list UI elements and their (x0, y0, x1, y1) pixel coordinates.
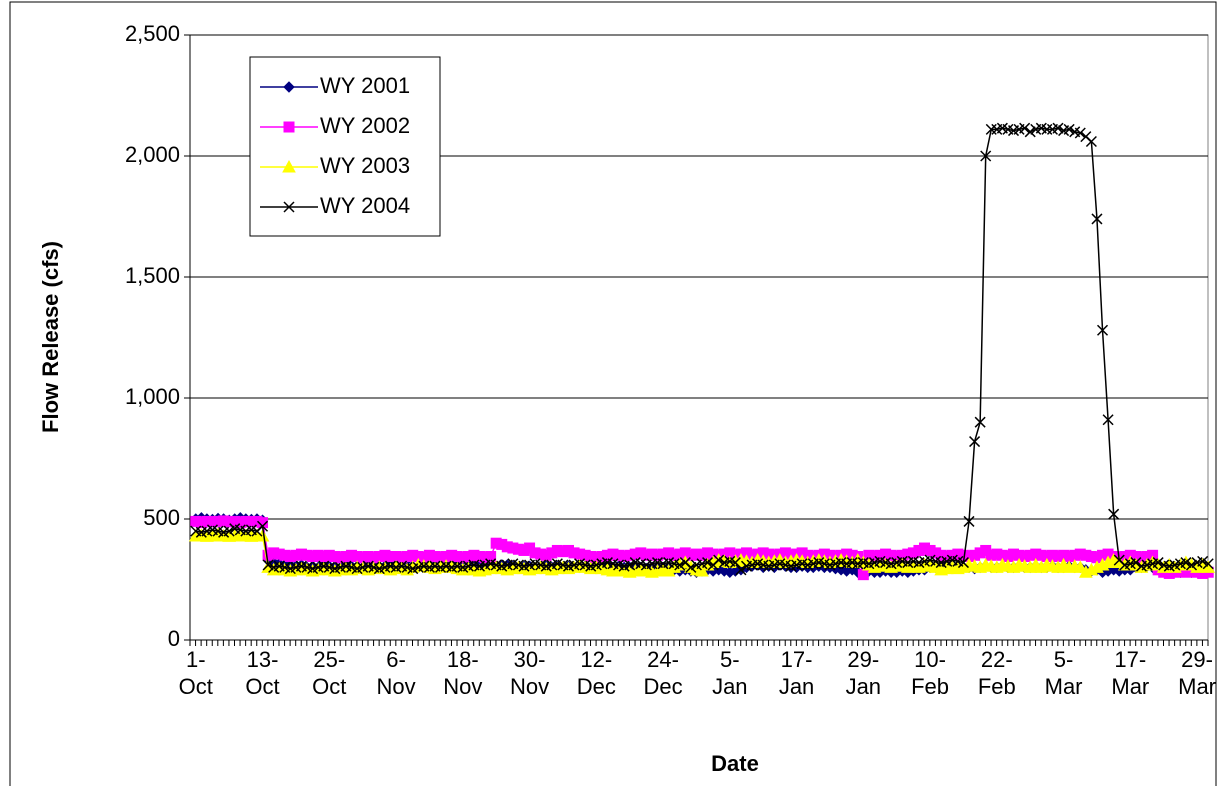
marker (1202, 558, 1214, 570)
marker (624, 559, 636, 571)
x-tick-label: 24- Dec (643, 647, 683, 699)
marker (857, 569, 869, 581)
marker (1108, 508, 1120, 520)
marker (702, 557, 714, 569)
marker (1152, 557, 1164, 569)
y-tick-label: 1,500 (125, 263, 180, 288)
marker (695, 563, 709, 577)
legend: WY 2001 WY 2002 WY 2003 WY 2004 (249, 56, 441, 237)
marker (485, 551, 497, 563)
marker (713, 554, 725, 566)
x-axis-title: Date (711, 751, 759, 776)
legend-label: WY 2001 (320, 73, 410, 98)
x-tick-label: 12- Dec (576, 647, 616, 699)
series (190, 122, 1214, 576)
legend-label: WY 2004 (320, 193, 410, 218)
y-tick-label: 0 (168, 626, 180, 651)
x-tick-label: 6- Nov (376, 647, 416, 699)
marker (255, 528, 270, 542)
marker (1063, 123, 1075, 135)
legend-label: WY 2002 (320, 113, 410, 138)
marker (985, 123, 997, 135)
y-tick-label: 500 (143, 505, 180, 530)
marker (283, 81, 295, 93)
x-tick-label: 30- Nov (509, 647, 550, 699)
marker (283, 201, 295, 213)
marker (685, 561, 697, 573)
marker (729, 557, 741, 569)
x-tick-label: 1- Oct (178, 647, 213, 699)
marker (1024, 126, 1036, 138)
marker (1197, 555, 1209, 567)
marker (974, 416, 986, 428)
x-tick-label: 18- Nov (443, 647, 483, 699)
marker (1074, 127, 1086, 139)
marker (1185, 559, 1198, 571)
marker (1091, 213, 1103, 225)
marker (957, 557, 969, 569)
marker (223, 525, 235, 537)
x-tick-label: 29- Mar (1178, 647, 1217, 699)
marker (283, 121, 295, 133)
x-tick-label: 5- Mar (1044, 647, 1083, 699)
marker (1052, 122, 1064, 134)
y-tick-label: 2,500 (125, 21, 180, 46)
x-tick-label: 17- Mar (1111, 647, 1150, 699)
marker (1019, 122, 1031, 134)
marker (980, 150, 992, 162)
x-tick-label: 25- Oct (312, 647, 347, 699)
marker (1085, 135, 1097, 148)
marker (963, 515, 975, 527)
y-tick-label: 2,000 (125, 142, 180, 167)
marker (1096, 324, 1109, 336)
marker (735, 564, 747, 576)
marker (1041, 123, 1053, 135)
marker (1130, 557, 1142, 569)
marker (1180, 557, 1192, 569)
legend-label: WY 2003 (320, 153, 410, 178)
x-tick-label: 5- Jan (712, 647, 748, 699)
y-axis-title: Flow Release (cfs) (38, 241, 63, 433)
x-tick-label: 22- Feb (977, 647, 1016, 699)
marker (262, 559, 274, 571)
marker (1102, 414, 1114, 426)
y-tick-label: 1,000 (125, 384, 180, 409)
x-tick-label: 10- Feb (911, 647, 950, 699)
x-tick-label: 17- Jan (778, 647, 815, 699)
marker (969, 436, 981, 448)
x-tick-label: 13- Oct (245, 647, 280, 699)
marker (257, 520, 269, 532)
marker (1073, 560, 1088, 573)
x-tick-label: 29- Jan (845, 647, 882, 699)
marker (674, 559, 686, 571)
marker (282, 159, 296, 173)
